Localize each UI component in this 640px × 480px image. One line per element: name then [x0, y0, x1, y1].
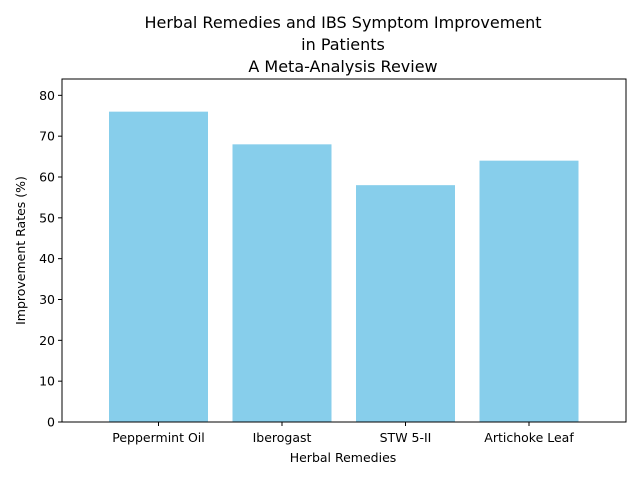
x-tick-label: STW 5-II: [380, 430, 432, 445]
y-tick-label: 50: [39, 210, 55, 225]
chart-title-line-1: Herbal Remedies and IBS Symptom Improvem…: [144, 13, 541, 32]
y-tick-label: 40: [39, 251, 55, 266]
x-tick-label: Peppermint Oil: [112, 430, 205, 445]
y-tick-label: 60: [39, 170, 55, 185]
bar-artichoke-leaf: [479, 160, 579, 422]
chart-title-line-2: in Patients: [301, 35, 385, 54]
x-tick-label: Iberogast: [253, 430, 312, 445]
y-tick-label: 20: [39, 333, 55, 348]
y-tick-label: 30: [39, 292, 55, 307]
x-tick-label: Artichoke Leaf: [484, 430, 574, 445]
y-tick-label: 70: [39, 129, 55, 144]
plot-frame: [61, 78, 627, 423]
bar-stw-5-ii: [356, 185, 455, 422]
x-axis-label: Herbal Remedies: [290, 450, 397, 465]
bar-peppermint-oil: [109, 111, 208, 423]
bars-group: [109, 111, 579, 423]
y-tick-label: 10: [39, 374, 55, 389]
y-tick-label: 0: [47, 415, 55, 430]
chart-title: Herbal Remedies and IBS Symptom Improvem…: [144, 13, 541, 76]
y-axis-ticks: 0 10 20 30 40 50 60 70 80: [39, 88, 62, 430]
y-tick-label: 80: [39, 88, 55, 103]
x-axis-ticks: Peppermint Oil Iberogast STW 5-II Artichoke…: [112, 422, 574, 445]
y-axis-label: Improvement Rates (%): [13, 176, 28, 325]
bar-iberogast: [232, 144, 332, 423]
chart-title-line-3: A Meta-Analysis Review: [248, 57, 437, 76]
